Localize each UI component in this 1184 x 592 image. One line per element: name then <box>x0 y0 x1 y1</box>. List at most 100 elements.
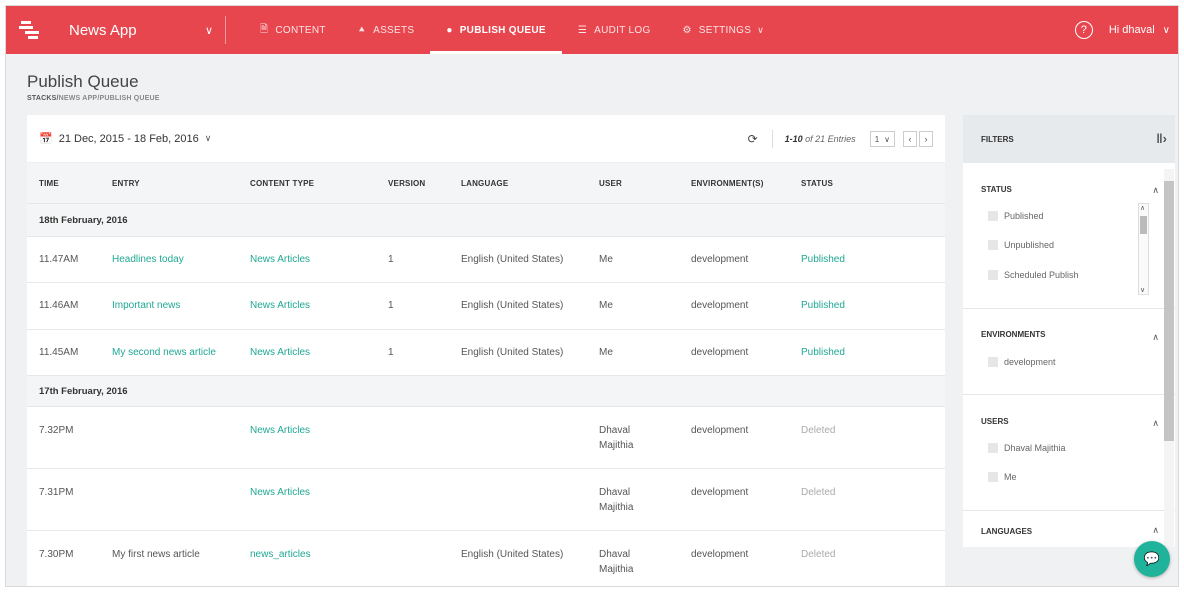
chevron-up-icon: ∧ <box>1140 205 1146 212</box>
filter-option-scheduled[interactable]: Scheduled Publish <box>988 270 1079 280</box>
nav-audit-log[interactable]: ☰ AUDIT LOG <box>562 6 667 54</box>
chevron-down-icon[interactable]: ∨ <box>1162 24 1170 36</box>
cell-content-type-link[interactable]: News Articles <box>250 425 311 436</box>
cell-version: 1 <box>388 347 394 358</box>
chevron-up-icon[interactable]: ∧ <box>1152 185 1159 195</box>
chevron-down-icon: ∨ <box>204 133 212 143</box>
chevron-down-icon: ∨ <box>757 24 765 35</box>
nav-publish-queue[interactable]: ● PUBLISH QUEUE <box>430 6 563 54</box>
calendar-icon: 📅 <box>39 133 53 145</box>
prev-page-button[interactable]: ‹ <box>903 131 917 147</box>
nav-assets[interactable]: ⯅ ASSETS <box>342 6 431 54</box>
help-icon[interactable]: ? <box>1074 21 1093 39</box>
filter-option-development[interactable]: development <box>988 357 1056 367</box>
col-content-type[interactable]: CONTENT TYPE <box>250 178 315 188</box>
breadcrumb-current: PUBLISH QUEUE <box>99 95 160 102</box>
table-row[interactable]: 7.32PM News Articles Dhaval Majithia dev… <box>27 407 945 469</box>
cell-environment: development <box>691 347 749 358</box>
breadcrumb-app[interactable]: NEWS APP <box>58 95 98 102</box>
checkbox[interactable] <box>988 357 998 367</box>
checkbox[interactable] <box>988 211 998 221</box>
cell-version: 1 <box>388 300 394 311</box>
cell-content-type-link[interactable]: News Articles <box>250 487 311 498</box>
col-version[interactable]: VERSION <box>388 178 426 188</box>
stack-logo-icon <box>19 21 39 39</box>
table-row[interactable]: 11.46AM Important news News Articles 1 E… <box>27 283 945 330</box>
cell-time: 7.32PM <box>39 425 74 436</box>
filter-section-languages: LANGUAGES ∧ <box>963 511 1175 547</box>
filter-option-dhaval[interactable]: Dhaval Majithia <box>988 443 1066 453</box>
chevron-left-icon: ‹ <box>908 134 912 144</box>
cell-content-type-link[interactable]: news_articles <box>250 549 311 560</box>
breadcrumb-separator: / <box>56 95 59 102</box>
filter-section-title: USERS <box>981 417 1009 426</box>
col-user[interactable]: USER <box>599 178 623 188</box>
date-range-picker[interactable]: 📅 21 Dec, 2015 - 18 Feb, 2016 ∨ <box>39 132 212 146</box>
app-switcher[interactable]: News App ∨ <box>69 22 225 39</box>
table-row[interactable]: 7.30PM My first news article news_articl… <box>27 531 945 586</box>
date-group-header: 17th February, 2016 <box>27 376 945 407</box>
table-row[interactable]: 11.45AM My second news article News Arti… <box>27 330 945 376</box>
col-language[interactable]: LANGUAGE <box>461 178 509 188</box>
publish-queue-card: 📅 21 Dec, 2015 - 18 Feb, 2016 ∨ ⟳ 1-10 o… <box>27 115 945 586</box>
top-nav-bar: News App ∨ 🗎 CONTENT ⯅ ASSETS ● PUBLISH … <box>6 6 1178 54</box>
col-environments[interactable]: ENVIRONMENT(S) <box>691 178 764 188</box>
breadcrumb-separator: / <box>97 95 100 102</box>
col-entry[interactable]: ENTRY <box>112 178 140 188</box>
cell-time: 7.30PM <box>39 549 74 560</box>
filter-section-users: USERS ∧ Dhaval Majithia Me <box>963 395 1175 511</box>
list-icon: ☰ <box>577 24 588 36</box>
scroll-thumb[interactable] <box>1164 181 1174 441</box>
nav-label: CONTENT <box>275 24 326 36</box>
cell-user-line2: Majithia <box>599 502 634 513</box>
user-greeting[interactable]: Hi dhaval <box>1108 24 1155 36</box>
checkbox[interactable] <box>988 443 998 453</box>
table-row[interactable]: 7.31PM News Articles Dhaval Majithia dev… <box>27 469 945 531</box>
page-select[interactable]: 1 ∨ <box>869 131 895 147</box>
chevron-up-icon[interactable]: ∧ <box>1152 332 1159 342</box>
cell-entry: My first news article <box>112 549 200 560</box>
chevron-up-icon[interactable]: ∧ <box>1152 525 1159 535</box>
col-time[interactable]: TIME <box>39 178 59 188</box>
cell-entry-link[interactable]: My second news article <box>112 347 216 358</box>
nav-settings[interactable]: ⚙ SETTINGS ∨ <box>667 6 781 54</box>
checkbox[interactable] <box>988 270 998 280</box>
cell-environment: development <box>691 487 749 498</box>
refresh-icon[interactable]: ⟳ <box>747 132 758 146</box>
publish-icon: ● <box>446 24 453 36</box>
divider <box>771 130 773 148</box>
scroll-thumb[interactable] <box>1140 216 1147 234</box>
col-status[interactable]: STATUS <box>801 178 834 188</box>
nav-content[interactable]: 🗎 CONTENT <box>244 6 342 54</box>
status-badge: Published <box>801 347 845 358</box>
cell-content-type-link[interactable]: News Articles <box>250 254 311 265</box>
filter-option-me[interactable]: Me <box>988 472 1017 482</box>
filter-section-environments: ENVIRONMENTS ∧ development <box>963 309 1175 395</box>
cell-entry-link[interactable]: Headlines today <box>112 254 184 265</box>
filter-section-title: LANGUAGES <box>981 527 1033 536</box>
cell-environment: development <box>691 425 749 436</box>
chat-support-button[interactable]: 💬 <box>1134 541 1170 577</box>
app-logo[interactable] <box>6 6 54 54</box>
chevron-up-icon[interactable]: ∧ <box>1152 418 1159 428</box>
breadcrumb-stacks[interactable]: STACKS <box>27 95 57 102</box>
collapse-panel-icon[interactable]: ‖› <box>1156 131 1167 146</box>
nav-label: AUDIT LOG <box>594 24 651 36</box>
cell-entry-link[interactable]: Important news <box>112 300 181 311</box>
filter-option-published[interactable]: Published <box>988 211 1044 221</box>
table-row[interactable]: 11.47AM Headlines today News Articles 1 … <box>27 237 945 283</box>
cell-content-type-link[interactable]: News Articles <box>250 300 311 311</box>
nav-label: ASSETS <box>373 24 415 36</box>
cell-content-type-link[interactable]: News Articles <box>250 347 311 358</box>
page-scrollbar[interactable] <box>1164 169 1174 547</box>
cell-time: 11.46AM <box>39 300 79 311</box>
next-page-button[interactable]: › <box>919 131 933 147</box>
date-group-header: 18th February, 2016 <box>27 204 945 237</box>
cell-time: 7.31PM <box>39 487 74 498</box>
checkbox[interactable] <box>988 472 998 482</box>
status-scrollbar[interactable]: ∧ ∨ <box>1138 203 1149 295</box>
filter-section-status: STATUS ∧ Published Unpublished Scheduled… <box>963 163 1175 309</box>
checkbox[interactable] <box>988 240 998 250</box>
filters-title: FILTERS <box>981 134 1014 144</box>
filter-option-unpublished[interactable]: Unpublished <box>988 240 1054 250</box>
